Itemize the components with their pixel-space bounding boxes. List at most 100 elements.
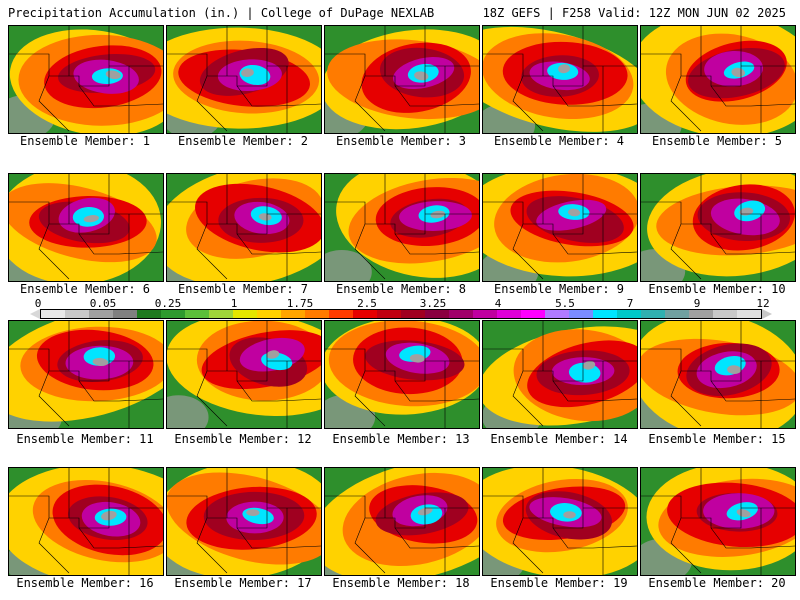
ensemble-member-label: Ensemble Member: 12 bbox=[174, 432, 312, 446]
legend-arrow-left bbox=[30, 309, 40, 319]
ensemble-member-label: Ensemble Member: 20 bbox=[648, 576, 786, 590]
legend-swatch bbox=[377, 310, 401, 318]
ensemble-member-label: Ensemble Member: 10 bbox=[648, 282, 786, 296]
ensemble-member-map bbox=[8, 320, 164, 429]
ensemble-member-map bbox=[8, 25, 164, 134]
state-borders bbox=[641, 174, 795, 281]
ensemble-member-map bbox=[482, 320, 638, 429]
legend-swatch bbox=[305, 310, 329, 318]
ensemble-member-label: Ensemble Member: 4 bbox=[493, 134, 625, 148]
precip-contour bbox=[246, 509, 260, 517]
precip-contour bbox=[266, 350, 280, 359]
legend-swatch bbox=[569, 310, 593, 318]
state-borders bbox=[483, 26, 637, 133]
state-borders bbox=[483, 321, 637, 428]
state-borders bbox=[641, 321, 795, 428]
legend-swatch bbox=[113, 310, 137, 318]
ensemble-member-label: Ensemble Member: 11 bbox=[16, 432, 154, 446]
precip-field bbox=[483, 174, 637, 281]
ensemble-member-label: Ensemble Member: 1 bbox=[19, 134, 151, 148]
precip-contour bbox=[736, 509, 751, 518]
legend-swatch bbox=[209, 310, 233, 318]
state-borders bbox=[167, 468, 321, 575]
legend-swatch bbox=[281, 310, 305, 318]
legend-swatch bbox=[185, 310, 209, 318]
ensemble-member-map bbox=[324, 320, 480, 429]
precip-contour bbox=[409, 354, 425, 363]
ensemble-member-map bbox=[166, 467, 322, 576]
ensemble-member-label: Ensemble Member: 5 bbox=[651, 134, 783, 148]
state-borders bbox=[9, 321, 163, 428]
ensemble-member-label: Ensemble Member: 13 bbox=[332, 432, 470, 446]
state-borders bbox=[641, 26, 795, 133]
precip-field bbox=[325, 468, 479, 575]
page-title: Precipitation Accumulation (in.) | Colle… bbox=[8, 6, 435, 20]
state-borders bbox=[483, 174, 637, 281]
precip-field bbox=[9, 468, 163, 575]
legend-swatch bbox=[449, 310, 473, 318]
state-borders bbox=[483, 468, 637, 575]
legend-swatch bbox=[545, 310, 569, 318]
precip-contour bbox=[83, 215, 99, 223]
precip-field bbox=[9, 26, 163, 133]
precip-field bbox=[167, 26, 321, 133]
legend-swatch bbox=[689, 310, 713, 318]
legend-tick-label: 0 bbox=[34, 297, 42, 310]
precip-field bbox=[325, 321, 479, 428]
ensemble-member-map bbox=[324, 25, 480, 134]
legend-swatch bbox=[89, 310, 113, 318]
ensemble-member-label: Ensemble Member: 19 bbox=[490, 576, 628, 590]
legend-swatch bbox=[137, 310, 161, 318]
state-borders bbox=[167, 26, 321, 133]
ensemble-member-map bbox=[166, 25, 322, 134]
precip-field bbox=[167, 321, 321, 428]
precip-contour bbox=[92, 357, 109, 366]
precip-contour bbox=[731, 67, 746, 78]
ensemble-member-label: Ensemble Member: 2 bbox=[177, 134, 309, 148]
legend-swatch bbox=[497, 310, 521, 318]
ensemble-member-label: Ensemble Member: 18 bbox=[332, 576, 470, 590]
state-borders bbox=[167, 321, 321, 428]
precip-field bbox=[9, 321, 163, 428]
ensemble-member-label: Ensemble Member: 17 bbox=[174, 576, 312, 590]
legend-swatch bbox=[521, 310, 545, 318]
legend-color-bar bbox=[40, 309, 762, 319]
legend-tick-label: 0.05 bbox=[89, 297, 117, 310]
ensemble-member-label: Ensemble Member: 7 bbox=[177, 282, 309, 296]
precip-contour bbox=[258, 213, 272, 221]
legend-swatch bbox=[641, 310, 665, 318]
ensemble-member-map bbox=[8, 173, 164, 282]
run-valid-time: 18Z GEFS | F258 Valid: 12Z MON JUN 02 20… bbox=[482, 6, 786, 20]
legend-tick-label: 0.25 bbox=[154, 297, 182, 310]
state-borders bbox=[325, 468, 479, 575]
precip-contour bbox=[430, 210, 446, 219]
legend-swatch bbox=[713, 310, 737, 318]
precip-contour bbox=[558, 64, 571, 74]
ensemble-member-label: Ensemble Member: 9 bbox=[493, 282, 625, 296]
state-borders bbox=[9, 174, 163, 281]
legend-swatch bbox=[737, 310, 761, 318]
precip-field bbox=[641, 468, 795, 575]
ensemble-member-map bbox=[8, 467, 164, 576]
legend-tick-label: 5.5 bbox=[555, 297, 575, 310]
state-borders bbox=[9, 468, 163, 575]
precip-field bbox=[483, 321, 637, 428]
precip-contour bbox=[582, 360, 596, 370]
precip-field bbox=[9, 174, 163, 281]
ensemble-member-map bbox=[166, 173, 322, 282]
state-borders bbox=[167, 174, 321, 281]
legend-swatch bbox=[257, 310, 281, 318]
precip-contour bbox=[727, 365, 742, 375]
precip-contour bbox=[568, 208, 581, 217]
precip-field bbox=[483, 26, 637, 133]
legend-tick-label: 1.75 bbox=[286, 297, 314, 310]
ensemble-member-map bbox=[640, 467, 796, 576]
legend-swatch bbox=[161, 310, 185, 318]
precip-field bbox=[167, 468, 321, 575]
ensemble-member-label: Ensemble Member: 3 bbox=[335, 134, 467, 148]
ensemble-member-label: Ensemble Member: 14 bbox=[490, 432, 628, 446]
precip-field bbox=[641, 174, 795, 281]
dry-area bbox=[167, 395, 209, 428]
precip-contour bbox=[739, 207, 754, 216]
precip-field bbox=[167, 174, 321, 281]
